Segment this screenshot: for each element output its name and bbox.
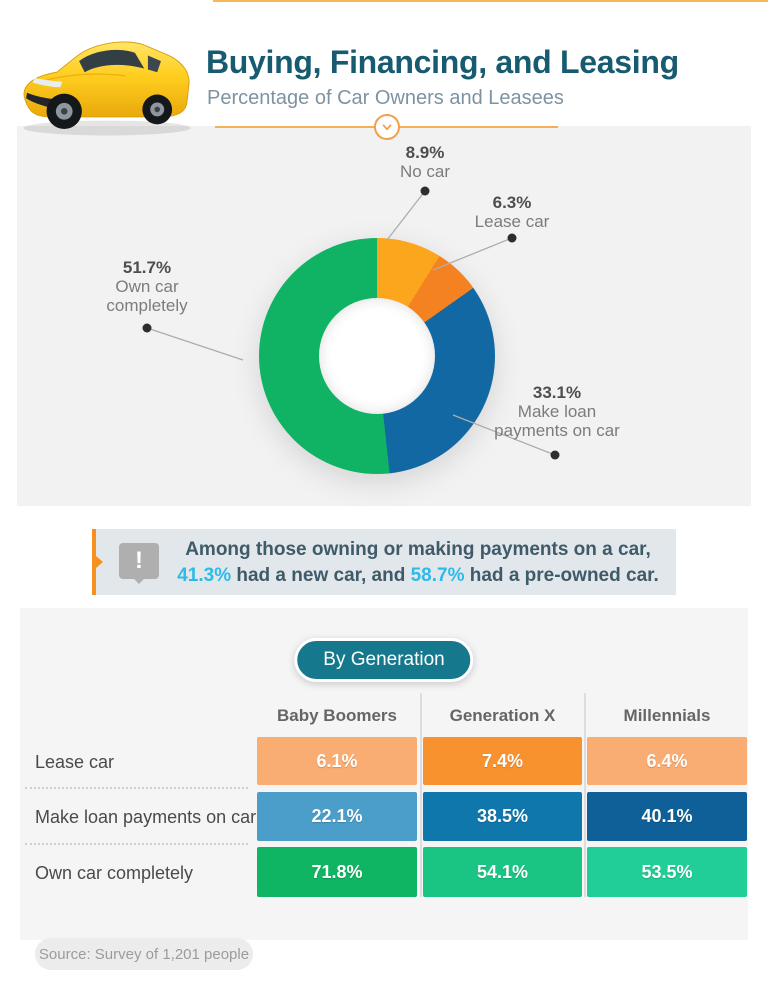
chevron-down-icon	[374, 114, 400, 140]
column-divider	[584, 693, 586, 897]
donut-label-text: Lease car	[474, 212, 550, 231]
donut-label-text: Own car	[115, 277, 179, 296]
row-separator	[25, 843, 248, 845]
page-title: Buying, Financing, and Leasing	[206, 44, 679, 80]
table-cell: 71.8%	[257, 847, 417, 897]
callout-box: ! Among those owning or making payments …	[92, 529, 676, 595]
table-cell: 53.5%	[587, 847, 747, 897]
donut-label-text: payments on car	[494, 421, 620, 440]
donut-chart-panel: 8.9% No car 6.3% Lease car 51.7% Own car…	[17, 126, 751, 506]
exclamation-bubble-icon: !	[119, 543, 159, 579]
column-header-generation-x: Generation X	[449, 706, 556, 725]
donut-label-lease-car: 6.3% Lease car	[475, 193, 550, 231]
table-cell: 6.1%	[257, 737, 417, 785]
callout-accent-bar	[92, 529, 96, 595]
donut-label-value: 6.3%	[492, 193, 532, 212]
by-generation-panel: By Generation Baby Boomers Generation X …	[20, 608, 748, 940]
row-label-lease-car: Lease car	[35, 752, 115, 772]
table-cell: 38.5%	[423, 792, 582, 841]
donut-hole	[319, 298, 435, 414]
callout-highlight-value: 41.3%	[177, 565, 232, 586]
row-separator	[25, 787, 248, 789]
yellow-sports-car-icon	[23, 41, 191, 136]
callout-text-part: had a pre-owned car.	[464, 565, 659, 586]
by-generation-badge: By Generation	[294, 638, 474, 682]
leader-lines	[142, 186, 560, 460]
donut-label-text: Make loan	[517, 402, 597, 421]
top-accent-line	[213, 0, 768, 2]
column-header-millennials: Millennials	[623, 706, 711, 725]
page-subtitle: Percentage of Car Owners and Leasees	[207, 87, 564, 109]
donut-label-value: 33.1%	[532, 383, 582, 402]
table-cell: 22.1%	[257, 792, 417, 841]
source-note: Source: Survey of 1,201 people	[35, 938, 253, 970]
column-header-baby-boomers: Baby Boomers	[277, 706, 397, 725]
donut-label-value: 8.9%	[405, 143, 445, 162]
row-label-own-car: Own car completely	[35, 863, 194, 883]
table-cell: 54.1%	[423, 847, 582, 897]
callout-highlight-value: 58.7%	[410, 565, 465, 586]
callout-text: Among those owning or making payments on…	[172, 537, 664, 589]
table-cell: 7.4%	[423, 737, 582, 785]
donut-label-loan-payments: 33.1% Make loan payments on car	[494, 383, 620, 440]
donut-label-text: No car	[399, 162, 451, 181]
callout-text-part: had a new car, and	[231, 565, 411, 586]
table-cell: 40.1%	[587, 792, 747, 841]
callout-text-part: Among those owning or making payments on…	[185, 539, 651, 560]
donut-label-value: 51.7%	[122, 258, 172, 277]
column-divider	[420, 693, 422, 897]
row-label-loan-payments: Make loan payments on car	[35, 807, 257, 827]
table-cell: 6.4%	[587, 737, 747, 785]
donut-label-own-car: 51.7% Own car completely	[106, 258, 187, 315]
donut-label-no-car: 8.9% No car	[400, 143, 450, 181]
donut-label-text: completely	[106, 296, 188, 315]
